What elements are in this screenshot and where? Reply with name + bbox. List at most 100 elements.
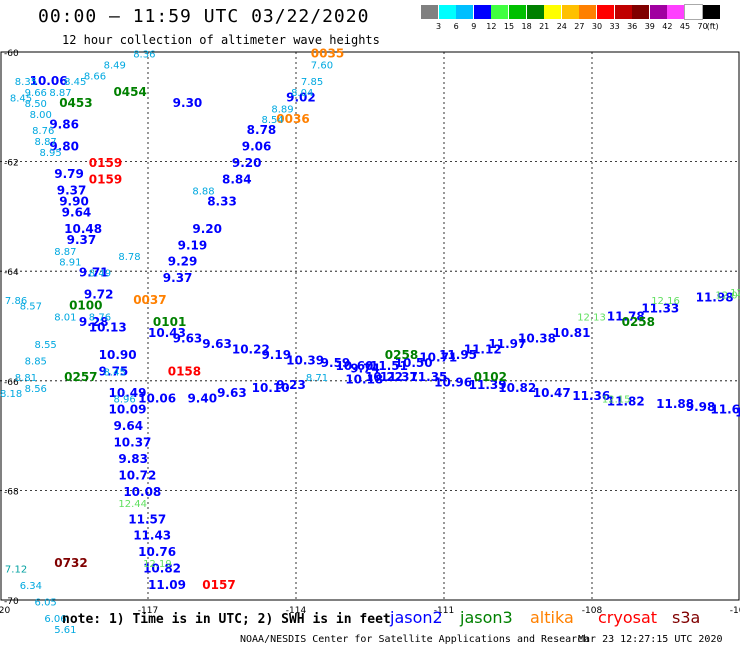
x-tick-label: -120 — [0, 606, 10, 616]
pass-time-label: 9.63 — [217, 386, 247, 400]
wave-height-label: 8.01 — [54, 313, 76, 324]
wave-height-label: 8.87 — [54, 247, 76, 258]
wave-height-label: 8.55 — [35, 340, 57, 351]
pass-time-label: 10.13 — [89, 320, 127, 334]
color-scale-tick: 70 — [697, 22, 708, 31]
pass-time-label: 10.76 — [138, 545, 176, 559]
wave-height-label: 8.78 — [118, 252, 140, 263]
wave-height-label: 8.71 — [306, 373, 328, 384]
pass-time-label: 10.06 — [30, 74, 68, 88]
pass-time-label: 9.28 — [79, 315, 109, 329]
wave-height-label: 8.04 — [291, 88, 313, 99]
wave-height-label: 7.12 — [5, 565, 27, 576]
color-swatch — [684, 4, 703, 20]
footer-note: note: 1) Time is in UTC; 2) SWH is in fe… — [62, 612, 391, 627]
page-title: 00:00 – 11:59 UTC 03/22/2020 — [38, 6, 370, 27]
pass-time-label: 9.37 — [57, 183, 87, 197]
color-scale-tick: 3 — [436, 22, 442, 31]
pass-time-label: 9.37 — [67, 233, 97, 247]
pass-time-label: 0453 — [59, 96, 92, 110]
chart-subtitle: 12 hour collection of altimeter wave hei… — [62, 33, 380, 47]
pass-time-label: 10.82 — [498, 381, 536, 395]
pass-time-label: 11.78 — [607, 310, 645, 324]
pass-time-label: 9.86 — [49, 118, 79, 132]
pass-time-label: 10.82 — [143, 562, 181, 576]
wave-height-label: 8.87 — [49, 88, 71, 99]
pass-time-label: 11.57 — [735, 405, 740, 419]
color-swatch — [579, 5, 597, 19]
pass-time-label: 10.06 — [138, 392, 176, 406]
pass-time-label: 10.10 — [252, 381, 290, 395]
color-swatch — [509, 5, 526, 19]
pass-time-label: 0454 — [113, 85, 146, 99]
color-scale-tick: 27 — [574, 22, 585, 31]
wave-height-label: 8.49 — [89, 269, 111, 280]
color-swatch — [702, 5, 720, 19]
wave-height-label: 12.58 — [730, 288, 740, 299]
wave-height-label: 6.34 — [20, 581, 42, 592]
pass-time-label: 9.19 — [261, 348, 291, 362]
pass-time-label: 9.64 — [113, 419, 143, 433]
wave-height-label: 8.50 — [25, 99, 47, 110]
color-swatch — [667, 5, 685, 19]
x-tick-label: -105 — [730, 606, 740, 616]
y-tick-label: -60 — [4, 49, 19, 59]
wave-height-label: 8.57 — [20, 302, 42, 313]
pass-time-label: 11.35 — [409, 370, 447, 384]
pass-time-label: 11.57 — [128, 512, 166, 526]
color-swatch — [473, 5, 491, 19]
wave-height-label: 12.16 — [651, 296, 680, 307]
color-scale-tick: 39 — [644, 22, 655, 31]
wave-height-label: 6.06 — [44, 614, 66, 625]
pass-time-label: 0035 — [311, 46, 344, 60]
pass-time-label: 10.39 — [286, 353, 324, 367]
x-tick-label: -111 — [434, 606, 454, 616]
color-swatch — [544, 5, 562, 19]
pass-time-label: 9.20 — [232, 156, 262, 170]
wave-height-label: 8.49 — [104, 60, 126, 71]
wave-height-label: 8.85 — [25, 356, 47, 367]
pass-time-label: 11.62 — [710, 403, 740, 417]
credit-line: NOAA/NESDIS Center for Satellite Applica… — [240, 634, 590, 645]
generated-timestamp: Mar 23 12:27:15 UTC 2020 — [578, 634, 723, 645]
x-tick-label: -117 — [138, 606, 158, 616]
pass-time-label: 10.60 — [335, 359, 373, 373]
pass-time-label: 9.40 — [187, 392, 217, 406]
color-swatch — [491, 5, 509, 19]
pass-time-label: 9.20 — [192, 222, 222, 236]
pass-time-label: 0732 — [54, 556, 87, 570]
color-swatch — [456, 5, 474, 19]
pass-time-label: 8.78 — [247, 123, 277, 137]
pass-time-label: 11.33 — [641, 301, 679, 315]
pass-time-label: 10.90 — [99, 348, 137, 362]
pass-time-label: 9.71 — [79, 266, 109, 280]
x-tick-label: -114 — [286, 606, 307, 616]
wave-height-label: 8.76 — [32, 126, 54, 137]
pass-time-label: 11.82 — [607, 394, 645, 408]
pass-time-label: 9.19 — [178, 238, 208, 252]
pass-time-label: 0101 — [153, 315, 186, 329]
color-swatch — [614, 5, 632, 19]
wave-height-label: 12.19 — [143, 559, 172, 570]
pass-time-label: 9.02 — [286, 90, 316, 104]
wave-height-label: 8.45 — [104, 367, 126, 378]
pass-time-label: 9.79 — [54, 167, 84, 181]
color-swatch — [421, 5, 438, 19]
color-swatch — [632, 5, 650, 19]
pass-time-label: 9.06 — [242, 140, 272, 154]
wave-height-label: 8.54 — [261, 115, 283, 126]
pass-time-label: 10.43 — [148, 326, 186, 340]
pass-time-label: 11.09 — [148, 578, 186, 592]
color-scale-tick: 24 — [556, 22, 567, 31]
pass-time-label: 10.18 — [345, 373, 383, 387]
pass-time-label: 0258 — [622, 315, 655, 329]
pass-time-label: 11.95 — [439, 348, 477, 362]
wave-height-label: 8.87 — [35, 137, 57, 148]
wave-height-label: 9.66 — [25, 88, 47, 99]
y-tick-label: -64 — [4, 268, 19, 278]
color-scale-tick: 36 — [627, 22, 638, 31]
wave-height-label: 7.60 — [311, 60, 333, 71]
pass-time-label: 9.37 — [163, 271, 193, 285]
y-tick-label: -62 — [4, 159, 19, 169]
